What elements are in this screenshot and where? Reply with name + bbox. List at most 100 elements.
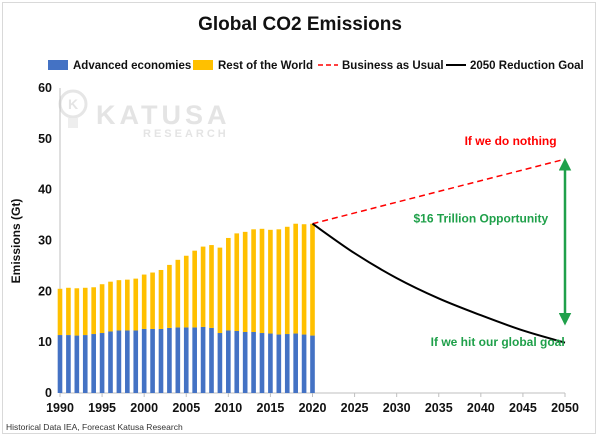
bar-advanced (284, 334, 290, 393)
y-tick-label: 60 (38, 81, 52, 95)
bar-advanced (234, 330, 240, 393)
bar-advanced (226, 330, 231, 393)
bar-rest-of-world (192, 250, 197, 328)
bar-advanced (167, 327, 172, 393)
bar-rest-of-world (108, 281, 113, 332)
bar-rest-of-world (251, 229, 256, 332)
bar-advanced (183, 327, 189, 393)
bar-advanced (66, 335, 71, 393)
bar-rest-of-world (310, 223, 315, 336)
bar-rest-of-world (226, 237, 231, 331)
bar-rest-of-world (66, 287, 71, 336)
bar-advanced (217, 333, 223, 393)
legend-label-advanced: Advanced economies (73, 60, 191, 72)
bar-rest-of-world (74, 288, 80, 336)
bar-rest-of-world (91, 287, 96, 335)
bar-advanced (141, 328, 147, 393)
x-tick-label: 2045 (509, 401, 537, 415)
bar-rest-of-world (200, 246, 206, 327)
x-tick-label: 2000 (130, 401, 158, 415)
bar-rest-of-world (82, 287, 88, 336)
y-tick-label: 30 (38, 234, 52, 248)
y-tick-label: 20 (38, 284, 52, 298)
bar-advanced (150, 328, 155, 393)
watermark: K KATUSA RESEARCH (58, 89, 231, 140)
bar-advanced (209, 327, 214, 393)
bar-rest-of-world (175, 259, 181, 328)
bar-rest-of-world (158, 269, 164, 329)
bar-advanced (276, 334, 282, 393)
bar-rest-of-world (284, 226, 290, 335)
bar-rest-of-world (268, 229, 273, 334)
source-note: Historical Data IEA, Forecast Katusa Res… (6, 422, 183, 432)
bar-rest-of-world (57, 288, 63, 336)
bar-advanced (125, 330, 130, 393)
bar-advanced (301, 334, 307, 393)
bar-rest-of-world (141, 274, 147, 329)
watermark-sub: RESEARCH (143, 128, 229, 140)
legend-label-rest: Rest of the World (218, 60, 313, 72)
bar-advanced (158, 328, 164, 393)
y-tick-label: 50 (38, 132, 52, 146)
line-business-as-usual (312, 158, 566, 225)
bar-rest-of-world (217, 247, 223, 334)
bar-rest-of-world (99, 284, 105, 334)
bar-rest-of-world (293, 223, 298, 334)
legend-label-goal: 2050 Reduction Goal (470, 60, 584, 72)
bar-advanced (175, 327, 181, 393)
x-tick-label: 2035 (425, 401, 453, 415)
bar-rest-of-world (167, 264, 172, 328)
legend-swatch-rest (193, 60, 213, 70)
bar-rest-of-world (183, 255, 189, 328)
bar-advanced (310, 335, 315, 393)
bar-rest-of-world (125, 279, 130, 331)
bar-rest-of-world (259, 228, 265, 334)
y-tick-label: 0 (45, 386, 52, 400)
y-tick-label: 10 (38, 335, 52, 349)
bar-advanced (251, 332, 256, 393)
bar-rest-of-world (234, 233, 240, 331)
x-tick-label: 1990 (46, 401, 74, 415)
watermark-logo-letter: K (68, 96, 78, 112)
bar-rest-of-world (276, 229, 282, 335)
x-tick-label: 2005 (172, 401, 200, 415)
legend: Advanced economies Rest of the World Bus… (48, 60, 584, 72)
bar-rest-of-world (301, 224, 307, 335)
x-tick-label: 1995 (88, 401, 116, 415)
bar-advanced (200, 326, 206, 393)
legend-swatch-advanced (48, 60, 68, 70)
y-axis-label: Emissions (Gt) (9, 199, 23, 284)
annotation-1: $16 Trillion Opportunity (413, 212, 548, 226)
bar-advanced (108, 331, 113, 393)
bar-advanced (74, 335, 80, 393)
bar-advanced (259, 333, 265, 393)
bar-rest-of-world (116, 280, 122, 331)
bar-rest-of-world (242, 231, 248, 332)
x-tick-label: 2040 (467, 401, 495, 415)
bar-advanced (82, 335, 88, 393)
annotation-0: If we do nothing (465, 134, 557, 148)
bar-advanced (99, 333, 105, 393)
x-tick-label: 2025 (341, 401, 369, 415)
x-tick-label: 2050 (551, 401, 579, 415)
y-tick-label: 40 (38, 183, 52, 197)
bar-rest-of-world (150, 272, 155, 329)
line-2050-reduction-goal (311, 222, 566, 344)
annotation-2: If we hit our global goal (431, 335, 565, 349)
bar-advanced (192, 327, 197, 393)
chart-frame (2, 2, 596, 434)
chart-title: Global CO2 Emissions (198, 14, 402, 35)
bar-advanced (91, 334, 96, 393)
bar-rest-of-world (133, 278, 139, 331)
x-tick-label: 2030 (383, 401, 411, 415)
bar-advanced (57, 335, 63, 393)
bar-advanced (268, 333, 273, 393)
bar-rest-of-world (209, 245, 214, 328)
legend-label-bau: Business as Usual (342, 60, 444, 72)
bar-advanced (242, 332, 248, 393)
bar-advanced (133, 330, 139, 393)
watermark-brand: KATUSA (96, 100, 231, 130)
x-tick-label: 2010 (214, 401, 242, 415)
